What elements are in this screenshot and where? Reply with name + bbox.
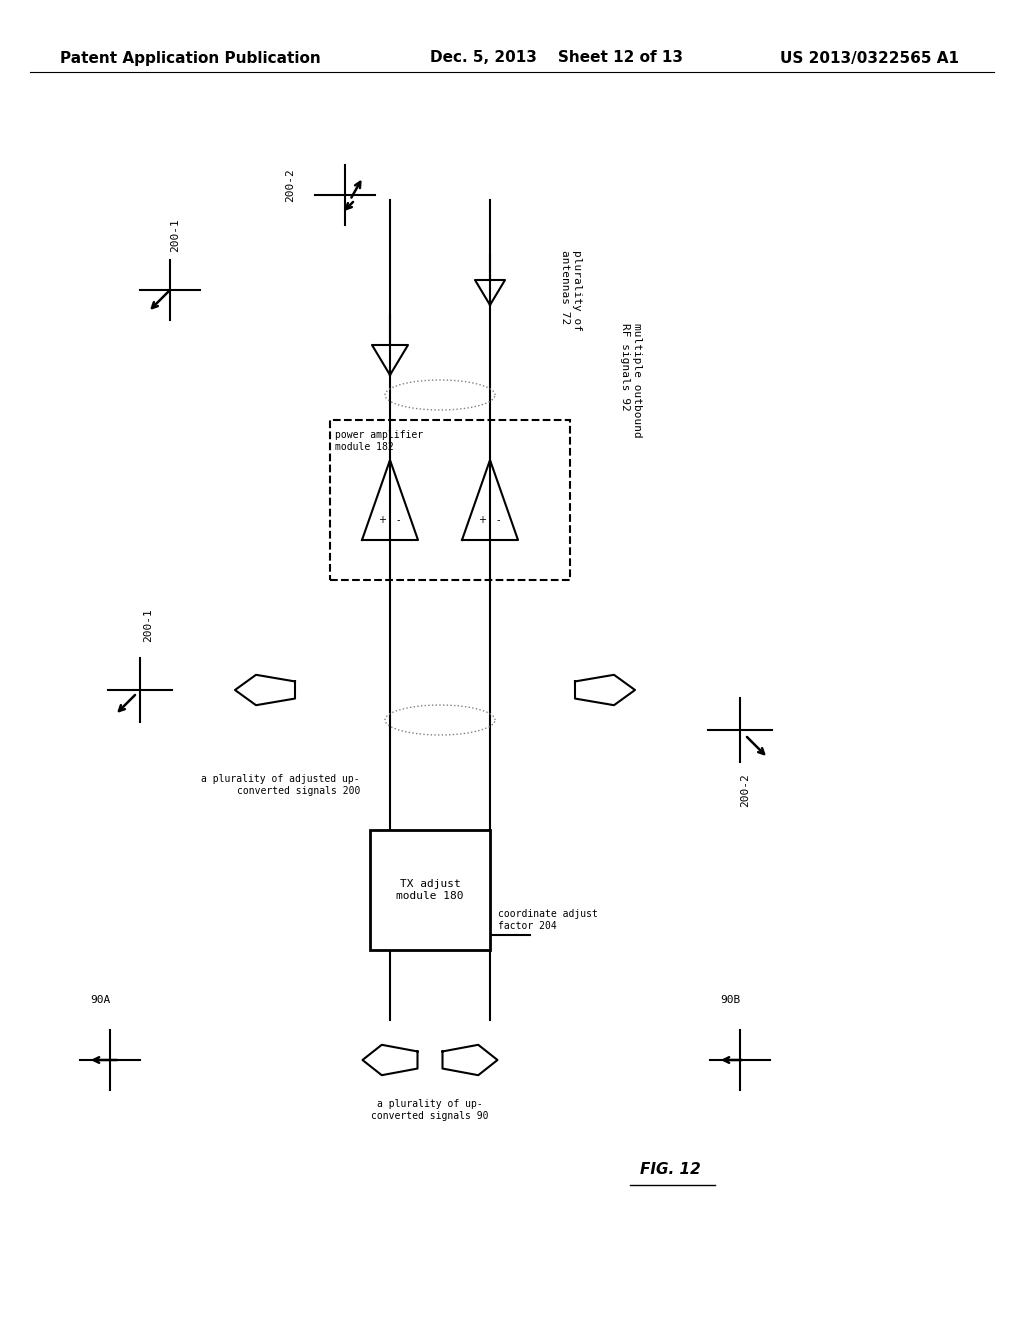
Text: FIG. 12: FIG. 12 <box>640 1163 700 1177</box>
Bar <box>330 420 570 579</box>
Text: TX adjust
module 180: TX adjust module 180 <box>396 879 464 900</box>
Text: multiple outbound
RF signals 92: multiple outbound RF signals 92 <box>620 322 642 437</box>
Text: Dec. 5, 2013    Sheet 12 of 13: Dec. 5, 2013 Sheet 12 of 13 <box>430 50 683 66</box>
Text: 90B: 90B <box>720 995 740 1005</box>
Text: -: - <box>497 515 500 525</box>
Text: Patent Application Publication: Patent Application Publication <box>60 50 321 66</box>
Text: 200-2: 200-2 <box>285 168 295 202</box>
Text: 200-1: 200-1 <box>170 218 180 252</box>
Text: US 2013/0322565 A1: US 2013/0322565 A1 <box>780 50 959 66</box>
Text: 90A: 90A <box>90 995 111 1005</box>
Text: 200-1: 200-1 <box>143 609 153 642</box>
Text: power amplifier
module 182: power amplifier module 182 <box>335 430 423 451</box>
Text: coordinate adjust
factor 204: coordinate adjust factor 204 <box>498 909 598 931</box>
Text: a plurality of adjusted up-
converted signals 200: a plurality of adjusted up- converted si… <box>202 775 360 796</box>
Text: +: + <box>378 515 386 525</box>
Bar <box>370 830 490 950</box>
Text: plurality of
antennas 72: plurality of antennas 72 <box>560 249 582 330</box>
Text: a plurality of up-
converted signals 90: a plurality of up- converted signals 90 <box>372 1100 488 1121</box>
Text: +: + <box>477 515 485 525</box>
Text: 200-2: 200-2 <box>740 774 750 807</box>
Text: -: - <box>396 515 400 525</box>
